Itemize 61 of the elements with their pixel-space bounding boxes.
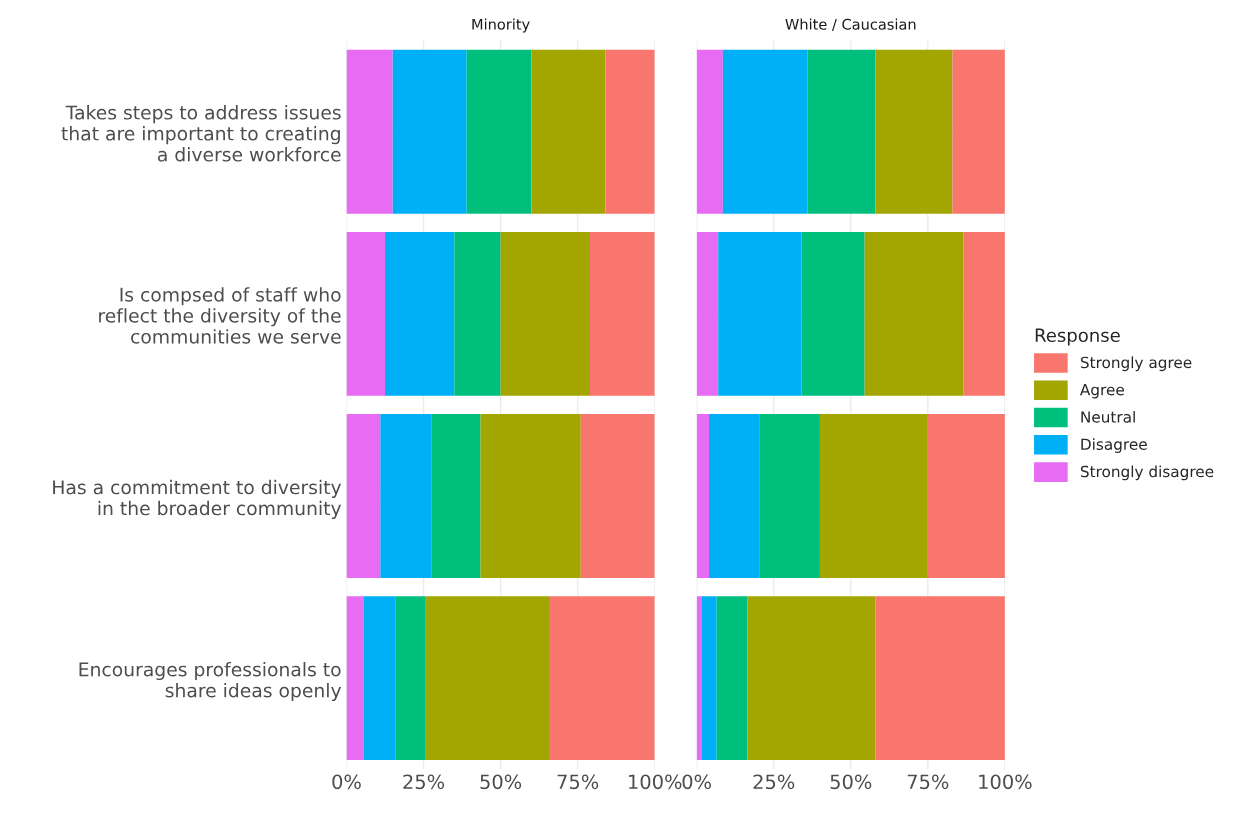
bar — [589, 231, 655, 396]
bar — [801, 231, 865, 396]
bar — [819, 414, 928, 578]
legend-label: Disagree — [1081, 438, 1147, 453]
legend-label: Agree — [1080, 384, 1124, 399]
bar — [927, 414, 1005, 578]
bar — [346, 49, 393, 214]
y-tick-label: Is compsed of staff who reflect the diversity of the communities we serve — [99, 287, 341, 344]
x-tick-label: 75% — [557, 774, 599, 790]
bar — [454, 231, 501, 396]
bar — [701, 596, 717, 761]
bar — [759, 414, 820, 578]
bar — [807, 49, 876, 214]
bar — [864, 231, 964, 396]
bar — [385, 231, 455, 396]
bar — [346, 414, 381, 578]
x-tick-label: 0% — [332, 774, 361, 790]
chart-title: Minority — [472, 18, 530, 33]
x-tick-label: 75% — [907, 774, 949, 790]
x-tick-label: 0% — [682, 774, 711, 790]
bar — [952, 49, 1005, 214]
bar — [875, 49, 953, 214]
bar — [346, 231, 385, 396]
bar — [718, 231, 802, 396]
bar — [549, 596, 655, 761]
x-tick-label: 100% — [979, 774, 1032, 790]
bar — [346, 596, 364, 761]
bar — [963, 231, 1005, 396]
bar — [431, 414, 481, 578]
chart-title: White / Caucasian — [785, 18, 916, 31]
bar — [605, 49, 655, 214]
bar — [466, 49, 532, 214]
x-tick-label: 100% — [629, 774, 682, 790]
x-tick-label: 50% — [830, 774, 872, 790]
x-tick-label: 25% — [753, 774, 795, 790]
bar — [392, 49, 467, 214]
legend-label: Strongly disagree — [1080, 465, 1214, 481]
bar — [531, 49, 606, 214]
x-tick-label: 25% — [403, 774, 445, 790]
bar — [747, 596, 876, 761]
bar — [696, 231, 719, 396]
x-tick-label: 50% — [480, 774, 522, 790]
bar — [875, 596, 1005, 761]
bar — [380, 414, 432, 578]
legend-title: Response — [1035, 328, 1120, 346]
y-tick-label: Takes steps to address issues that are important to creating a diverse workforce — [61, 105, 341, 162]
bar — [500, 231, 590, 396]
bar — [696, 414, 709, 578]
bar — [716, 596, 748, 761]
bar — [722, 49, 808, 214]
bar — [363, 596, 396, 761]
bar — [708, 414, 760, 578]
bar — [480, 414, 581, 578]
y-tick-label: Encourages professionals to share ideas openly — [79, 661, 342, 702]
legend-label: Strongly agree — [1080, 356, 1192, 372]
y-tick-label: Has a commitment to diversity in the broader community — [53, 479, 342, 519]
bar — [696, 49, 723, 214]
bar — [580, 414, 655, 578]
legend-label: Neutral — [1081, 410, 1135, 423]
bar — [425, 596, 550, 761]
bar — [395, 596, 426, 761]
